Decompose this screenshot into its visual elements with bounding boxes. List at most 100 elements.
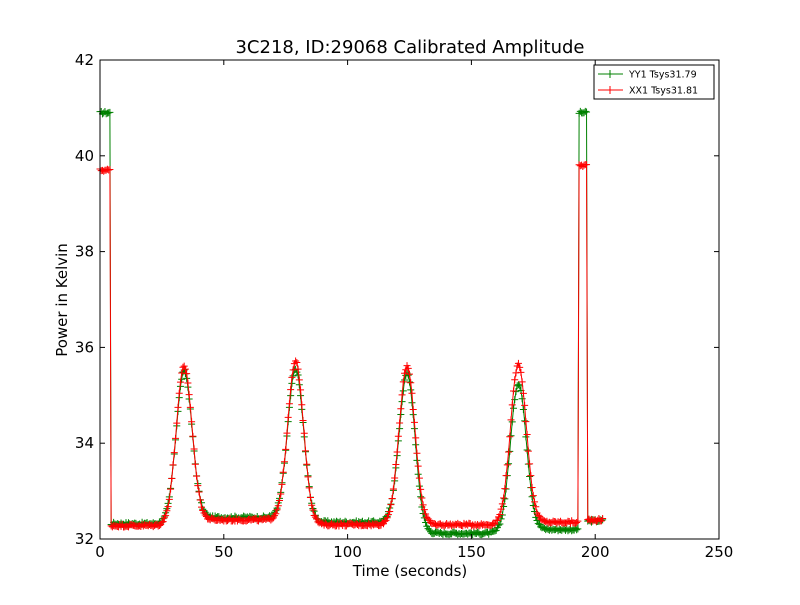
data-point-marker [389,485,397,493]
data-point-marker [574,525,582,533]
data-point-marker [404,364,412,372]
data-point-marker [106,165,114,173]
data-point-marker [298,401,306,409]
data-point-marker [517,368,525,376]
y-tick-label: 42 [75,51,94,69]
data-point-marker [527,472,535,480]
data-point-marker [497,505,505,513]
data-point-marker [583,161,591,169]
data-point-marker [501,485,509,493]
data-point-marker [183,370,191,378]
data-point-marker [583,108,591,116]
data-point-marker [528,493,536,501]
data-point-marker [289,372,297,380]
data-point-marker [393,448,401,456]
data-point-marker [300,429,308,437]
data-point-marker [529,492,537,500]
data-point-marker [407,386,415,394]
data-point-marker [279,468,287,476]
data-point-marker [491,520,499,528]
data-point-marker [283,429,291,437]
data-point-marker [297,386,305,394]
data-point-marker [190,445,198,453]
data-point-marker [399,387,407,395]
data-point-marker [274,502,282,510]
data-point-marker [533,516,541,524]
data-point-marker [170,449,178,457]
data-point-marker [294,365,302,373]
data-point-marker [408,399,416,407]
data-point-marker [162,512,170,520]
data-point-marker [287,386,295,394]
data-point-marker [159,518,167,526]
data-point-marker [381,517,389,525]
data-point-marker [509,404,517,412]
y-tick-label: 36 [75,338,94,356]
data-point-marker [498,500,506,508]
tick-layer: 0 50 100 150 200 250 32 34 36 38 40 42 [75,51,733,561]
data-point-marker [289,366,297,374]
data-point-marker [308,501,316,509]
data-point-marker [418,494,426,502]
data-point-marker [518,395,526,403]
data-point-marker [276,496,284,504]
data-point-marker [523,431,531,439]
data-point-marker [505,460,513,468]
data-point-marker [282,445,290,453]
plot-area [100,60,719,539]
data-point-marker [501,495,509,503]
data-point-marker [526,472,534,480]
data-point-marker [185,391,193,399]
data-point-marker [163,507,171,515]
data-point-marker [412,434,420,442]
data-point-marker [195,488,203,496]
data-point-marker [303,460,311,468]
x-tick-label: 250 [705,543,734,561]
legend-label-yy1: YY1 Tsys31.79 [628,70,697,81]
x-tick-label: 100 [333,543,362,561]
data-point-marker [496,511,504,519]
data-point-marker [516,363,524,371]
data-point-marker [309,506,317,514]
legend-marker-xx1 [606,86,614,94]
data-point-marker [422,510,430,518]
data-point-marker [172,434,180,442]
x-tick-label: 150 [457,543,486,561]
data-point-marker [168,475,176,483]
data-point-marker [524,447,532,455]
data-point-marker [306,493,314,501]
data-point-marker [509,387,517,395]
data-point-marker [408,389,416,397]
data-point-marker [299,416,307,424]
x-tick-label: 200 [581,543,610,561]
data-point-marker [505,448,513,456]
data-point-marker [169,461,177,469]
data-point-marker [313,515,321,523]
y-tick-label: 32 [75,530,94,548]
data-point-marker [165,495,173,503]
data-point-marker [519,405,527,413]
data-point-marker [280,458,288,466]
data-point-marker [507,432,515,440]
data-point-marker [189,432,197,440]
data-point-marker [304,473,312,481]
data-point-marker [581,107,589,115]
plot-frame [99,59,720,540]
data-point-marker [288,373,296,381]
legend: YY1 Tsys31.79 XX1 Tsys31.81 [593,64,715,100]
data-point-marker [511,376,519,384]
data-point-marker [272,510,280,518]
data-point-marker [285,400,293,408]
data-point-marker [417,485,425,493]
data-point-marker [506,447,514,455]
data-point-marker [175,389,183,397]
data-point-marker [573,519,581,526]
data-point-marker [397,405,405,413]
data-point-marker [383,514,391,522]
data-point-marker [522,418,530,426]
data-point-marker [311,513,319,521]
data-point-marker [419,501,427,509]
data-point-marker [521,417,529,425]
data-point-marker [277,490,285,498]
